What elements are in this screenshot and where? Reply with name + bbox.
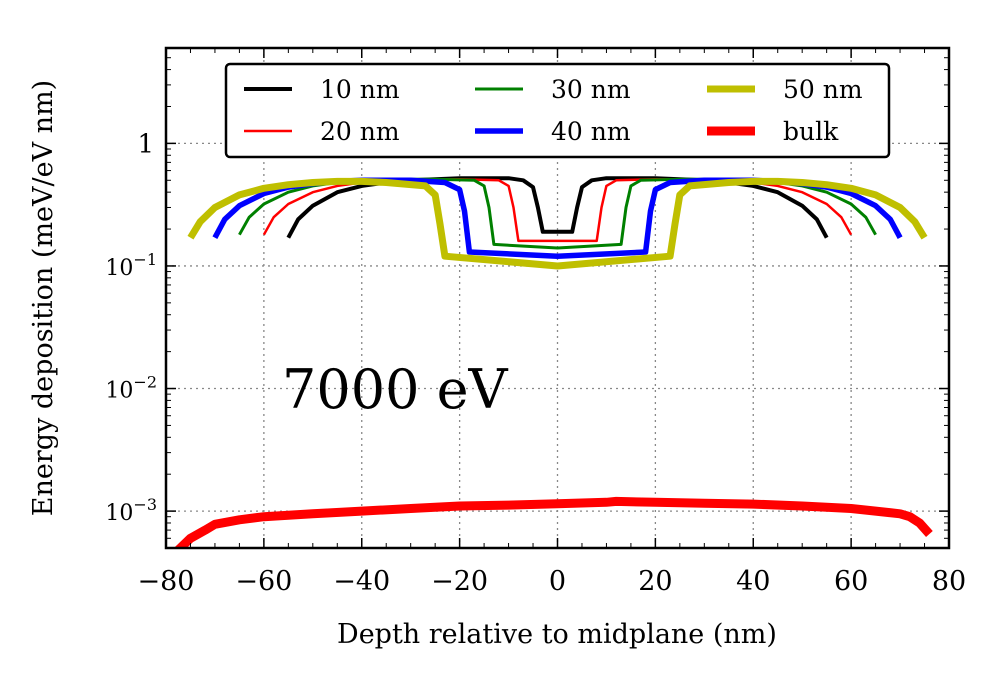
x-tick-label: −40 [333, 566, 390, 597]
series-line-2 [238, 177, 877, 250]
y-tick-label: 10−1 [105, 250, 157, 281]
x-tick-label: 20 [638, 566, 672, 597]
y-axis-label: Energy deposition (meV/eV nm) [28, 80, 59, 516]
y-tick-label: 10−3 [105, 495, 157, 526]
x-tick-label: −20 [431, 566, 488, 597]
energy-annotation: 7000 eV [282, 358, 509, 421]
x-tick-labels: −80 −60 −40 −20 0 20 40 60 80 [138, 566, 967, 597]
x-tick-label: 80 [932, 566, 966, 597]
legend-label: 30 nm [551, 75, 631, 104]
x-axis-label: Depth relative to midplane (nm) [337, 619, 777, 650]
legend-label: 50 nm [783, 75, 863, 104]
y-tick-label: 1 [137, 129, 154, 159]
legend-label: 40 nm [551, 117, 631, 146]
legend-label: 10 nm [320, 75, 400, 104]
series-line-4 [187, 177, 928, 270]
y-tick-labels: 1 10−1 10−2 10−3 [105, 129, 157, 526]
series-line-5 [173, 496, 933, 548]
x-tick-label: 60 [834, 566, 868, 597]
series-line-1 [262, 177, 853, 243]
legend: 10 nm 20 nm 30 nm 40 nm 50 nm bulk [224, 62, 891, 159]
x-tick-label: 40 [736, 566, 770, 597]
y-tick-label: 10−2 [105, 373, 157, 404]
x-tick-label: −80 [138, 566, 195, 597]
legend-label: 20 nm [320, 117, 400, 146]
x-tick-label: −60 [235, 566, 292, 597]
ticks [165, 47, 950, 549]
series-line-0 [286, 176, 829, 239]
series-group [173, 176, 933, 548]
legend-label: bulk [783, 117, 839, 146]
x-tick-label: 0 [549, 566, 566, 597]
